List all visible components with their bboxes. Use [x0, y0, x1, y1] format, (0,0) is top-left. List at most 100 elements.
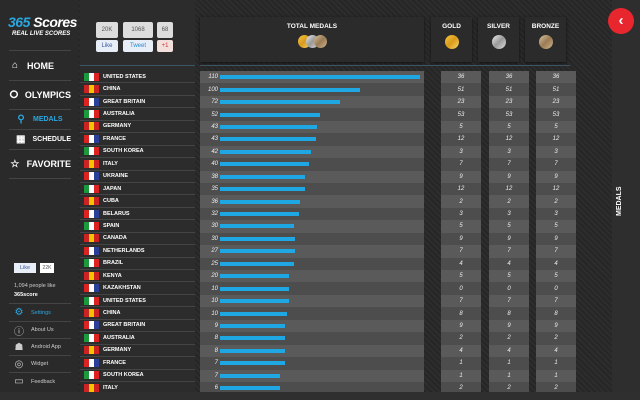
country-row[interactable]: GERMANY: [80, 345, 195, 358]
country-row[interactable]: JAPAN: [80, 183, 195, 196]
total-bar: [220, 137, 316, 142]
silver-cell: 5: [489, 120, 529, 134]
country-name: GREAT BRITAIN: [103, 322, 146, 329]
gold-cell: 2: [441, 332, 481, 345]
header-gold[interactable]: GOLD: [431, 17, 472, 62]
nav-favorite[interactable]: ☆ FAVORITE: [9, 149, 71, 179]
total-value: 7: [214, 360, 218, 367]
facebook-like-button[interactable]: Like: [96, 40, 118, 52]
country-row[interactable]: UKRAINE: [80, 171, 195, 183]
flag-icon: [84, 284, 99, 293]
country-row[interactable]: CHINA: [80, 307, 195, 320]
menu-android-label: Android App: [31, 344, 61, 350]
gold-cell: 9: [441, 319, 481, 333]
fb-like-button[interactable]: Like: [14, 263, 36, 273]
logo[interactable]: 365 Scores: [8, 14, 77, 30]
country-row[interactable]: AUSTRALIA: [80, 332, 195, 345]
nav-medals[interactable]: ⚲ MEDALS: [9, 109, 71, 129]
flag-icon: [84, 197, 99, 206]
country-row[interactable]: GREAT BRITAIN: [80, 96, 195, 109]
country-row[interactable]: SOUTH KOREA: [80, 146, 195, 159]
nav-schedule[interactable]: ▦ SCHEDULE: [9, 129, 71, 149]
country-row[interactable]: BELARUS: [80, 208, 195, 221]
menu-settings[interactable]: ⚙ Settings: [9, 303, 71, 321]
tweet-button[interactable]: Tweet: [123, 40, 153, 52]
country-row[interactable]: GREAT BRITAIN: [80, 320, 195, 333]
total-value: 100: [207, 86, 218, 93]
gold-column: 36 51 23 53 5 12 3 7 9 12 2 3 5 9 7 4 5 0 7 8 9 2 4 1 1 2: [441, 71, 481, 395]
header-bronze[interactable]: BRONZE: [525, 17, 566, 62]
country-name: JAPAN: [103, 185, 122, 192]
country-name: FRANCE: [103, 135, 126, 142]
country-row[interactable]: UNITED STATES: [80, 71, 195, 84]
header-gold-label: GOLD: [442, 23, 461, 30]
country-row[interactable]: CANADA: [80, 233, 195, 246]
side-tab[interactable]: [612, 0, 640, 392]
total-value: 8: [214, 347, 218, 354]
flag-icon: [84, 234, 99, 243]
country-row[interactable]: BRAZIL: [80, 258, 195, 270]
bottom-bar: [0, 392, 640, 400]
flag-icon: [84, 110, 99, 119]
menu-widget-label: Widget: [31, 361, 49, 367]
silver-cell: 5: [489, 270, 529, 283]
country-row[interactable]: GERMANY: [80, 121, 195, 134]
total-bar: [220, 87, 360, 92]
total-row: 43: [200, 120, 424, 134]
menu-feedback[interactable]: ▭ Feedback: [9, 372, 71, 390]
menu-about[interactable]: ⓘ About Us: [9, 321, 71, 338]
country-name: AUSTRALIA: [103, 334, 135, 341]
country-row[interactable]: CUBA: [80, 195, 195, 208]
total-value: 40: [211, 161, 218, 168]
country-row[interactable]: ITALY: [80, 158, 195, 171]
country-name: SOUTH KOREA: [103, 372, 144, 379]
bronze-cell: 3: [536, 145, 576, 159]
total-row: 25: [200, 257, 424, 270]
back-button[interactable]: ‹: [608, 8, 634, 34]
total-value: 36: [211, 198, 218, 205]
gold-cell: 9: [441, 232, 481, 246]
country-row[interactable]: SOUTH KOREA: [80, 370, 195, 382]
total-row: 10: [200, 282, 424, 295]
country-name: CUBA: [103, 198, 119, 205]
flag-icon: [84, 309, 99, 318]
country-row[interactable]: NETHERLANDS: [80, 245, 195, 258]
header-total[interactable]: TOTAL MEDALS: [200, 17, 424, 62]
nav-home[interactable]: ⌂ HOME: [9, 50, 71, 80]
gplus-button[interactable]: +1: [157, 40, 173, 52]
total-bar: [220, 323, 285, 328]
country-row[interactable]: KAZAKHSTAN: [80, 282, 195, 295]
country-name: ITALY: [103, 160, 118, 167]
menu-android[interactable]: ☗ Android App: [9, 338, 71, 355]
header-silver[interactable]: SILVER: [478, 17, 519, 62]
total-value: 38: [211, 173, 218, 180]
flag-icon: [84, 246, 99, 255]
gold-cell: 8: [441, 307, 481, 320]
country-name: BRAZIL: [103, 260, 124, 267]
total-bar: [220, 373, 280, 378]
flag-icon: [84, 122, 99, 131]
country-row[interactable]: AUSTRALIA: [80, 108, 195, 121]
menu-widget[interactable]: ◎ Widget: [9, 355, 71, 372]
bronze-cell: 12: [536, 182, 576, 196]
total-bar: [220, 299, 289, 304]
flag-icon: [84, 271, 99, 280]
medal-icon: ⚲: [17, 114, 25, 125]
total-row: 8: [200, 344, 424, 358]
country-row[interactable]: FRANCE: [80, 133, 195, 146]
total-value: 43: [211, 136, 218, 143]
total-value: 43: [211, 123, 218, 130]
country-row[interactable]: CHINA: [80, 83, 195, 96]
country-row[interactable]: FRANCE: [80, 357, 195, 370]
nav-olympics[interactable]: ⵔ OLYMPICS: [9, 80, 71, 109]
country-row[interactable]: SPAIN: [80, 220, 195, 233]
total-value: 7: [214, 372, 218, 379]
gold-cell: 12: [441, 133, 481, 146]
silver-cell: 3: [489, 207, 529, 221]
country-row[interactable]: UNITED STATES: [80, 295, 195, 308]
country-row[interactable]: KENYA: [80, 270, 195, 283]
total-row: 7: [200, 369, 424, 382]
silver-cell: 12: [489, 133, 529, 146]
bronze-cell: 12: [536, 133, 576, 146]
silver-cell: 53: [489, 108, 529, 121]
